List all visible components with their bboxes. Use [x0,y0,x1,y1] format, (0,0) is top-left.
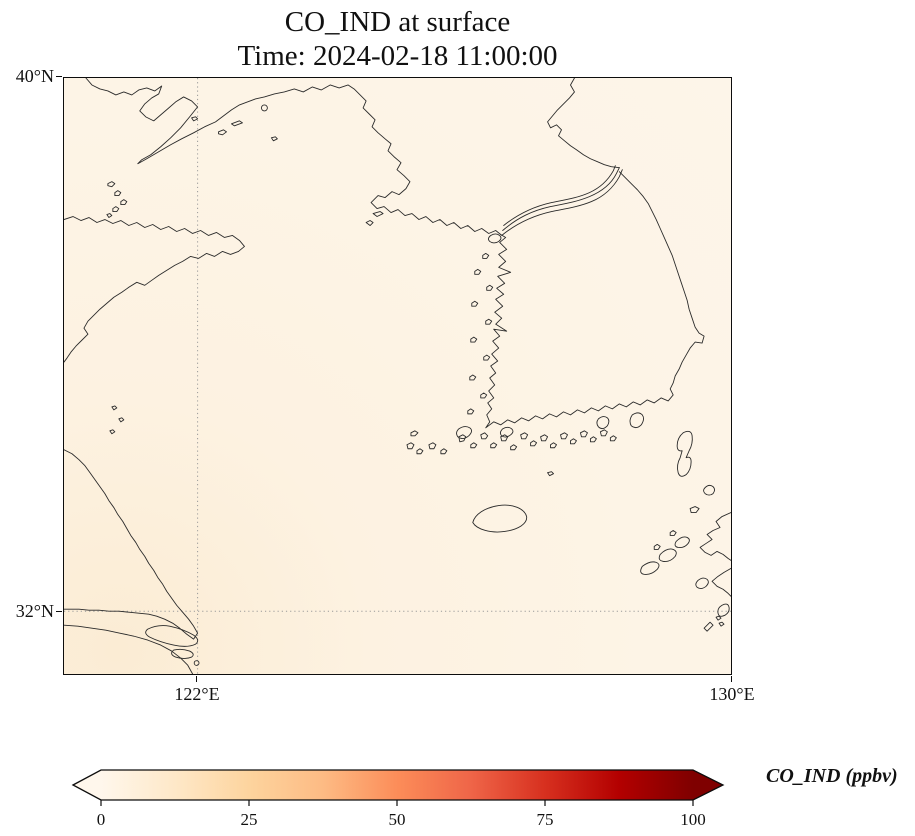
coast-south-korea [485,171,705,429]
island-iki [703,484,715,496]
xtick-mark-122e [196,676,198,682]
islands-nk-west [365,211,384,226]
islets-sk-south [406,429,617,477]
island-chongming [145,625,199,647]
coast-shandong [64,216,245,363]
coast-nk-east [547,78,620,169]
islands-koshiki [703,615,725,632]
time-subtitle: Time: 2024-02-18 11:00:00 [237,40,558,72]
islands-kyushu-west [689,506,730,617]
colorbar-tick-label-100: 100 [680,810,706,829]
border-dmz-mid [502,167,620,231]
coast-china-liaodong-nkwest [85,78,502,235]
islands-goto [640,530,690,575]
island-tsushima [676,430,693,477]
islands-sk-large [456,412,644,439]
ytick-mark-40n [56,76,62,78]
page-title: CO_IND at surface [284,6,511,38]
title-block: CO_IND at surface Time: 2024-02-18 11:00… [63,5,732,73]
colorbar-tick-label-0: 0 [97,810,106,829]
colorbar-arrow-right [693,770,723,800]
ytick-label-32n: 32°N [15,601,54,621]
ytick-label-40n: 40°N [15,66,54,86]
colorbar-tick-label-75: 75 [537,810,554,829]
colorbar-gradient [101,770,693,800]
islands-miaodao [106,181,128,218]
colorbar-tick-label-25: 25 [241,810,258,829]
island-changxing [171,648,194,659]
ytick-mark-32n [56,611,62,613]
colorbar-arrow-left [73,770,101,800]
border-dmz-north [503,165,616,226]
islets-sk-west [467,252,494,415]
xtick-label-122e: 122°E [174,684,220,704]
islets-jiangsu [109,405,125,435]
coast-kyushu-south [711,567,731,597]
xtick-label-130e: 130°E [709,684,755,704]
map-canvas [63,77,732,675]
islet-yangtze [193,660,200,666]
island-ganghwa [488,233,502,244]
gridlines [64,78,731,674]
xtick-mark-130e [731,676,733,682]
colorbar-ticks [100,800,694,806]
island-jeju [472,504,528,533]
coast-yangtze-south-bank [64,624,194,674]
coast-jiangsu-yangtze-north [64,449,199,640]
colorbar-label: CO_IND (ppbv) [766,765,898,787]
border-dmz-south [501,169,623,236]
colorbar-tick-label-50: 50 [389,810,406,829]
islands-bohai [191,104,278,142]
colorbar: 0 25 50 75 100 [71,769,725,829]
coast-kyushu-north [699,512,731,561]
coastline-layer [64,78,731,674]
